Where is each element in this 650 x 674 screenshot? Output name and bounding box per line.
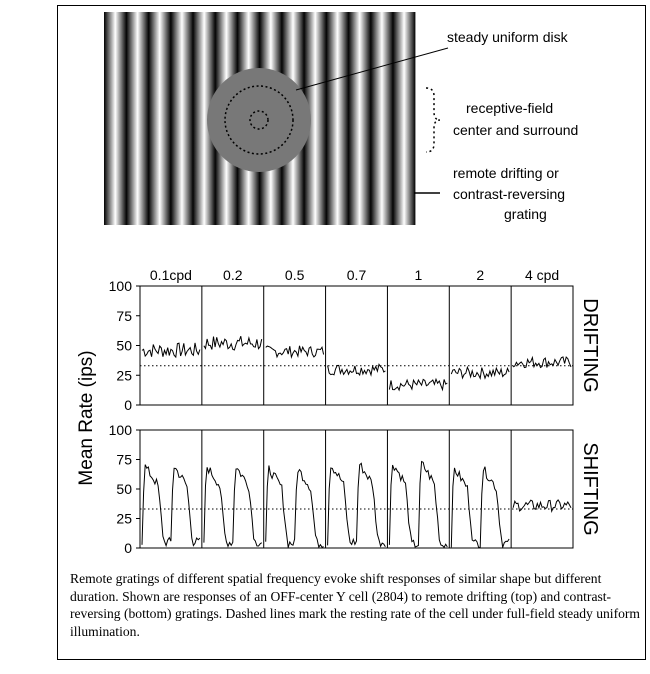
y-tick-label: 50 — [116, 481, 132, 497]
figure-caption: Remote gratings of different spatial fre… — [70, 571, 641, 639]
category-label: 0.7 — [347, 267, 367, 283]
grating-stripe — [348, 12, 371, 225]
trace-shifting-5 — [450, 466, 510, 548]
label-grating-2: contrast-reversing — [453, 186, 565, 202]
grating-stripe — [148, 12, 172, 225]
y-tick-label: 25 — [116, 511, 132, 527]
grating-stripe — [192, 12, 216, 225]
y-tick-label: 75 — [116, 452, 132, 468]
label-rf-2: center and surround — [453, 122, 578, 138]
rf-bracket — [425, 87, 441, 153]
trace-drifting-3 — [327, 363, 386, 377]
grating-stripe — [370, 12, 394, 225]
category-label: 0.5 — [285, 267, 305, 283]
label-rf-1: receptive-field — [466, 100, 553, 116]
panel-label-shifting: SHIFTING — [579, 442, 601, 535]
trace-drifting-6 — [512, 355, 572, 369]
grating-stripe — [326, 12, 349, 225]
grating-stripe — [126, 12, 149, 225]
trace-drifting-0 — [141, 342, 201, 359]
disk-pointer-line — [295, 47, 449, 91]
y-tick-label: 100 — [109, 278, 133, 294]
response-chart: 0.1cpd 0.2 0.5 0.7 1 2 4 cpd 0 25 50 75 100 DRIFTING… — [109, 267, 601, 556]
category-label: 4 cpd — [525, 267, 559, 283]
panel-label-drifting: DRIFTING — [579, 298, 601, 392]
trace-drifting-4 — [388, 377, 448, 392]
trace-shifting-6 — [512, 499, 572, 513]
trace-shifting-4 — [388, 460, 448, 549]
trace-drifting-2 — [265, 345, 325, 360]
rf-center-ring — [249, 110, 269, 130]
y-axis-label: Mean Rate (ips) — [76, 350, 97, 485]
y-tick-label: 0 — [124, 540, 132, 556]
y-tick-label: 75 — [116, 308, 132, 324]
trace-drifting-5 — [450, 365, 510, 380]
figure-frame — [57, 5, 646, 660]
trace-shifting-0 — [141, 464, 201, 548]
uniform-disk — [207, 68, 311, 172]
grating-stripe — [392, 12, 416, 225]
trace-shifting-2 — [265, 465, 324, 549]
trace-shifting-3 — [327, 462, 386, 548]
trace-shifting-1 — [203, 467, 262, 548]
category-label: 2 — [476, 267, 484, 283]
label-disk: steady uniform disk — [447, 29, 569, 45]
y-tick-label: 25 — [116, 367, 132, 383]
label-grating-3: grating — [504, 206, 547, 222]
trace-drifting-1 — [203, 336, 263, 351]
panel-frame — [139, 285, 574, 406]
y-tick-label: 100 — [109, 422, 133, 438]
category-label: 0.2 — [223, 267, 243, 283]
grating-stripe — [170, 12, 194, 225]
grating-stripe — [104, 12, 127, 225]
label-grating-1: remote drifting or — [453, 165, 559, 181]
category-label: 0.1cpd — [150, 267, 192, 283]
grating-stripe — [303, 12, 327, 225]
stimulus-diagram — [104, 12, 416, 225]
y-tick-label: 50 — [116, 338, 132, 354]
rf-surround-ring — [224, 85, 294, 155]
y-tick-label: 0 — [124, 397, 132, 413]
category-label: 1 — [414, 267, 422, 283]
